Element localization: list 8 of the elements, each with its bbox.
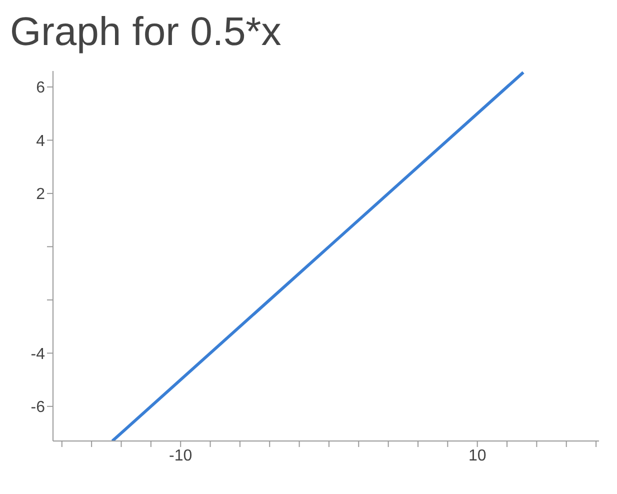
y-tick-label: 4	[36, 132, 46, 150]
chart-title: Graph for 0.5*x	[10, 9, 282, 56]
x-tick-label: -10	[169, 447, 192, 464]
y-tick-label: 2	[36, 186, 46, 204]
y-tick-label: 6	[36, 80, 46, 97]
x-tick-label: 10	[468, 447, 486, 464]
y-tick-label: -4	[30, 346, 46, 363]
y-tick-label: -6	[30, 399, 46, 416]
